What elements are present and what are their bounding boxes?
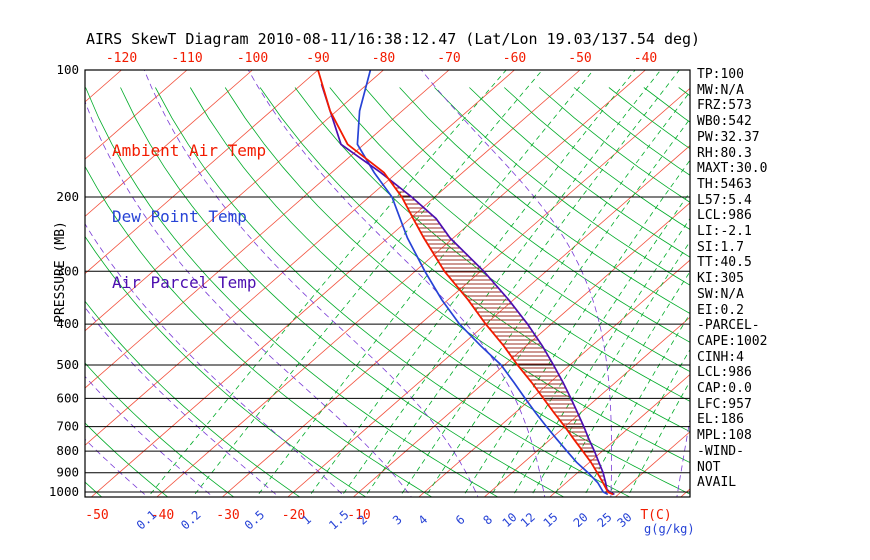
mixing-ratio-tick-label: 1: [299, 512, 314, 527]
panel-line: L57:5.4: [697, 192, 752, 208]
panel-line: MPL:108: [697, 428, 752, 444]
mixing-ratio-tick-label: 10: [499, 510, 519, 530]
chart-title: AIRS SkewT Diagram 2010-08-11/16:38:12.4…: [86, 30, 701, 48]
temp-top-tick-label: -50: [568, 51, 591, 66]
mixing-ratio-tick-label: 15: [541, 510, 561, 530]
panel-line: LCL:986: [697, 208, 752, 224]
ambient-temp-curve: [317, 70, 614, 496]
temp-top-tick-label: -80: [372, 51, 395, 66]
panel-line: MAXT:30.0: [697, 161, 768, 177]
pressure-tick-label: 300: [56, 263, 79, 278]
cape-hatch-area: [392, 183, 605, 481]
mixing-ratio-tick-label: 3: [390, 512, 405, 527]
temp-top-tick-label: -60: [503, 51, 526, 66]
temp-bottom-tick-label: -40: [151, 508, 174, 523]
mixing-ratio-tick-label: 0.5: [242, 508, 267, 533]
pressure-tick-label: 500: [56, 357, 79, 372]
panel-line: AVAIL: [697, 475, 737, 491]
panel-line: TH:5463: [697, 176, 752, 192]
panel-line: FRZ:573: [697, 98, 752, 114]
pressure-tick-label: 400: [56, 316, 79, 331]
panel-line: LFC:957: [697, 396, 752, 412]
temp-top-tick-label: -90: [306, 51, 329, 66]
mixing-ratio-unit: g(g/kg): [644, 522, 695, 536]
mixing-ratio-tick-label: 25: [595, 510, 615, 530]
mixing-ratio-tick-label: 30: [614, 510, 634, 530]
pressure-tick-label: 600: [56, 390, 79, 405]
skewt-background-grid: [85, 70, 690, 497]
plot-border: [84, 69, 691, 498]
panel-line: KI:305: [697, 271, 744, 287]
mixing-ratio-tick-label: 6: [453, 512, 468, 527]
pressure-tick-label: 900: [56, 465, 79, 480]
panel-line: LCL:986: [697, 365, 752, 381]
temp-axis-unit: T(C): [640, 508, 671, 523]
chart-legend: Ambient Air Temp Dew Point Temp Air Parc…: [112, 96, 266, 338]
temp-top-tick-label: -40: [634, 51, 657, 66]
panel-line: MW:N/A: [697, 82, 744, 98]
legend-dew-point-temp: Dew Point Temp: [112, 207, 247, 226]
air-parcel-curve: [320, 83, 615, 496]
mixing-ratio-tick-label: 12: [518, 510, 538, 530]
panel-line: -WIND-: [697, 443, 744, 459]
legend-ambient-air-temp: Ambient Air Temp: [112, 141, 267, 160]
panel-line: RH:80.3: [697, 145, 752, 161]
panel-line: WB0:542: [697, 114, 752, 130]
temp-bottom-tick-label: -10: [347, 508, 370, 523]
pressure-tick-label: 700: [56, 419, 79, 434]
panel-line: CAP:0.0: [697, 381, 752, 397]
mixing-ratio-tick-label: 20: [571, 510, 591, 530]
temp-bottom-tick-label: -30: [216, 508, 239, 523]
panel-line: PW:32.37: [697, 129, 760, 145]
temp-bottom-tick-label: -50: [85, 508, 108, 523]
panel-line: LI:-2.1: [697, 224, 752, 240]
pressure-tick-label: 800: [56, 443, 79, 458]
panel-line: TP:100: [697, 67, 744, 82]
temp-bottom-tick-label: -20: [282, 508, 305, 523]
panel-line: -PARCEL-: [697, 318, 760, 334]
indices-panel: TP:100 MW:N/A FRZ:573 WB0:542 PW:32.37 RH:80.…: [697, 67, 767, 491]
temp-top-tick-label: -100: [237, 51, 268, 66]
dew-point-curve: [356, 70, 609, 496]
legend-air-parcel-temp: Air Parcel Temp: [112, 273, 257, 292]
panel-line: EL:186: [697, 412, 744, 428]
panel-line: SI:1.7: [697, 239, 744, 255]
panel-line: EI:0.2: [697, 302, 744, 318]
temp-top-tick-label: -120: [106, 51, 137, 66]
mixing-ratio-tick-label: 4: [415, 512, 430, 527]
panel-line: CAPE:1002: [697, 333, 768, 349]
sounding-curves: [317, 70, 615, 496]
panel-line: NOT: [697, 459, 721, 475]
mixing-ratio-tick-label: 8: [480, 512, 495, 527]
temp-top-tick-label: -70: [437, 51, 460, 66]
temp-top-tick-label: -110: [171, 51, 202, 66]
pressure-tick-label: 200: [56, 189, 79, 204]
pressure-tick-label: 1000: [49, 484, 79, 499]
panel-line: TT:40.5: [697, 255, 752, 271]
panel-line: CINH:4: [697, 349, 744, 365]
mixing-ratio-tick-label: 0.2: [178, 508, 203, 533]
pressure-tick-label: 100: [56, 62, 79, 77]
panel-line: SW:N/A: [697, 286, 744, 302]
pressure-axis-title: PRESSURE (MB): [53, 221, 68, 323]
